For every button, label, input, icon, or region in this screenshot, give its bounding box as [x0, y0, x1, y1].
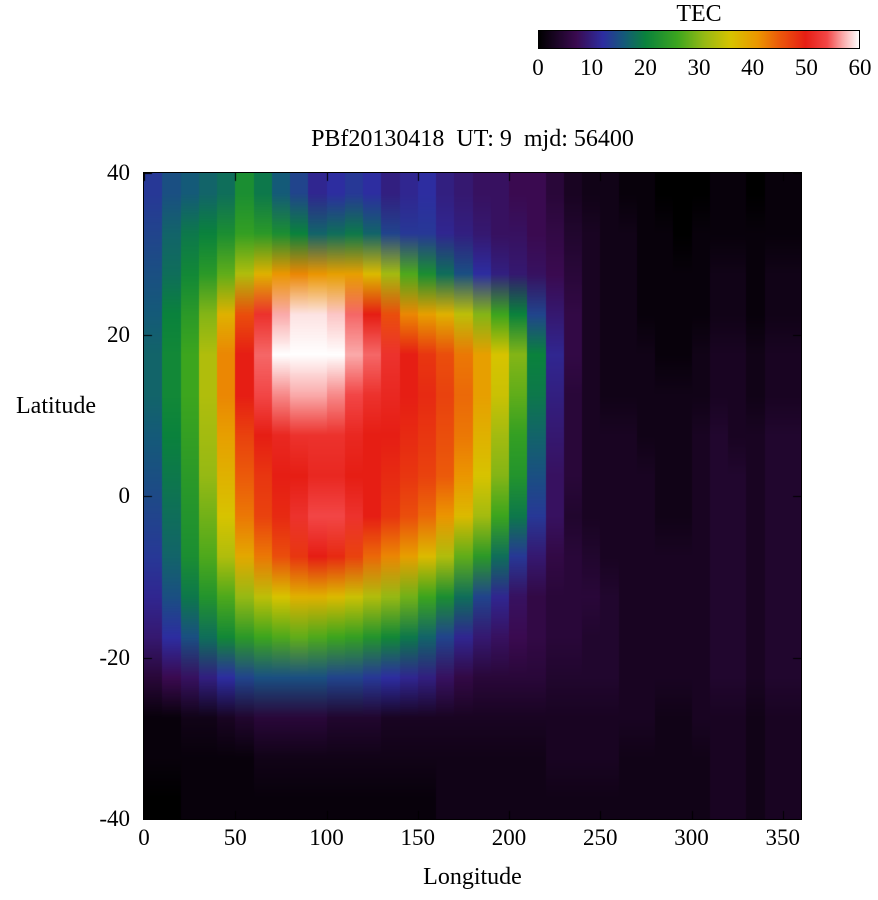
colorbar-title: TEC	[676, 1, 722, 27]
y-tick-label: -20	[99, 644, 130, 670]
colorbar-tick-label: 20	[633, 55, 657, 80]
y-tick-label: 20	[107, 321, 130, 347]
colorbar-tick-label: 0	[532, 55, 544, 80]
heatmap-canvas	[144, 173, 801, 819]
colorbar-tick-label: 60	[848, 55, 872, 80]
colorbar-tick-label: 50	[794, 55, 818, 80]
x-tick-label: 50	[223, 825, 247, 850]
plot-area	[143, 172, 802, 820]
x-tick-label: 250	[583, 825, 618, 850]
x-tick-label: 200	[491, 825, 527, 850]
x-tick-label: 350	[765, 825, 801, 850]
y-tick-label: -40	[99, 806, 130, 831]
y-tick-label: 40	[107, 160, 130, 185]
colorbar-gradient	[538, 30, 860, 49]
colorbar-tick-label: 30	[687, 55, 711, 80]
x-axis-ticks: 0 50 100 150 200 250 300 350	[138, 825, 801, 853]
x-axis-label: Longitude	[423, 864, 522, 890]
plot-title: PBf20130418 UT: 9 mjd: 56400	[311, 126, 634, 152]
y-axis-ticks: 40 20 0 -20 -40	[28, 160, 131, 831]
x-tick-label: 100	[309, 825, 344, 850]
colorbar-tick-label: 10	[580, 55, 604, 80]
colorbar-tick-label: 40	[741, 55, 765, 80]
x-tick-label: 0	[138, 825, 150, 850]
y-tick-label: 0	[118, 483, 131, 508]
colorbar-ticks: 0 10 20 30 40 50 60	[532, 55, 871, 83]
x-tick-label: 150	[400, 825, 436, 850]
y-axis-label: Latitude	[16, 393, 96, 419]
x-tick-label: 300	[674, 825, 709, 850]
